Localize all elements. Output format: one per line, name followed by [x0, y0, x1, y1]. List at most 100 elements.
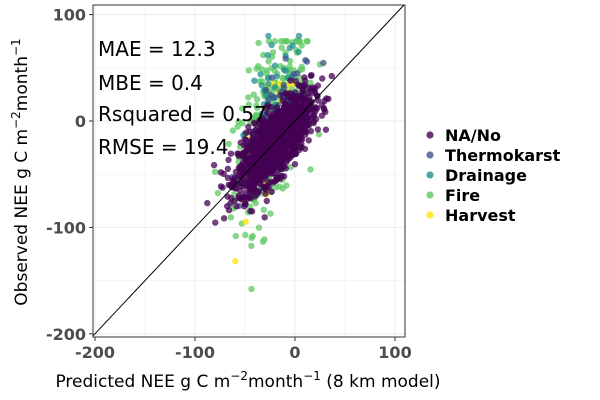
point-harvest: [232, 258, 239, 265]
point-na-no: [256, 136, 263, 143]
point-na-no: [284, 93, 291, 101]
point-drainage: [258, 82, 265, 89]
point-na-no: [305, 137, 312, 144]
point-fire: [253, 102, 260, 109]
point-na-no: [297, 110, 305, 117]
point-na-no: [237, 187, 244, 195]
legend-key-drainage: [426, 171, 434, 179]
point-na-no: [305, 97, 313, 105]
point-na-no: [245, 123, 252, 130]
point-fire: [239, 105, 246, 112]
point-na-no: [310, 119, 317, 127]
x-tick-label: 100: [378, 343, 411, 362]
legend-key-harvest: [426, 211, 434, 219]
point-na-no: [285, 153, 292, 160]
point-thermokarst: [280, 81, 287, 89]
point-na-no: [210, 161, 218, 169]
legend-label-fire: Fire: [445, 186, 480, 205]
point-thermokarst: [282, 55, 289, 62]
point-na-no: [295, 82, 303, 89]
point-na-no: [243, 144, 251, 151]
point-na-no: [246, 179, 254, 186]
point-na-no: [225, 156, 232, 164]
point-drainage: [289, 42, 296, 49]
legend-label-na-no: NA/No: [445, 126, 501, 145]
point-na-no: [307, 128, 315, 135]
x-axis-title: Predicted NEE g C m−2month−1 (8 km model…: [55, 369, 440, 392]
point-na-no: [261, 214, 268, 221]
point-drainage: [280, 66, 288, 74]
point-fire: [211, 168, 219, 175]
point-na-no: [295, 132, 302, 139]
point-drainage: [271, 84, 278, 91]
point-fire: [303, 38, 310, 45]
point-na-no: [220, 215, 228, 222]
point-fire: [248, 285, 255, 293]
point-na-no: [301, 128, 309, 135]
point-na-no: [292, 150, 299, 158]
point-fire: [277, 38, 285, 45]
point-na-no: [242, 171, 250, 178]
stat-rsquared: Rsquared = 0.57: [98, 102, 267, 126]
point-na-no: [268, 188, 275, 195]
point-drainage: [295, 48, 302, 55]
point-thermokarst: [320, 59, 327, 67]
point-fire: [298, 42, 305, 49]
point-na-no: [301, 145, 309, 153]
point-na-no: [262, 126, 269, 133]
point-na-no: [289, 91, 296, 99]
point-na-no: [291, 100, 298, 107]
axis-ticks: -200 -100 0 100 -200 -100 0 100: [46, 6, 412, 362]
point-na-no: [228, 195, 235, 202]
point-drainage: [264, 52, 271, 59]
point-fire: [227, 214, 235, 221]
point-na-no: [240, 154, 247, 161]
point-fire: [278, 44, 285, 51]
point-na-no: [285, 139, 292, 146]
point-na-no: [290, 119, 298, 127]
point-na-no: [299, 87, 307, 94]
point-na-no: [248, 188, 255, 195]
point-na-no: [250, 132, 257, 139]
point-na-no: [251, 150, 259, 157]
point-na-no: [233, 203, 240, 210]
point-na-no: [237, 139, 244, 146]
point-fire: [265, 58, 272, 65]
point-na-no: [307, 72, 315, 80]
point-na-no: [274, 129, 282, 136]
point-na-no: [321, 106, 328, 113]
point-fire: [229, 127, 237, 134]
point-na-no: [255, 143, 262, 151]
y-tick-label: 0: [75, 112, 86, 131]
point-fire: [253, 96, 261, 103]
point-na-no: [314, 93, 321, 100]
legend: NA/No Thermokarst Drainage Fire Harvest: [426, 126, 561, 225]
point-na-no: [263, 104, 270, 111]
point-na-no: [279, 97, 286, 104]
point-fire: [263, 70, 270, 77]
point-na-no: [268, 137, 276, 144]
point-na-no: [273, 104, 281, 111]
point-fire: [232, 232, 239, 240]
point-drainage: [251, 77, 258, 84]
y-axis-title: Observed NEE g C m−2month−1: [9, 38, 32, 305]
point-na-no: [235, 164, 242, 171]
point-na-no: [310, 106, 317, 113]
stat-mae: MAE = 12.3: [98, 37, 216, 61]
point-fire: [276, 183, 283, 190]
point-drainage: [271, 62, 279, 69]
point-na-no: [225, 206, 233, 214]
legend-key-na-no: [426, 131, 434, 139]
point-na-no: [303, 112, 310, 119]
point-na-no: [262, 161, 269, 169]
point-fire: [283, 38, 291, 45]
legend-key-thermokarst: [426, 151, 434, 159]
point-na-no: [285, 115, 292, 122]
point-na-no: [250, 119, 258, 127]
point-fire: [242, 231, 249, 239]
point-na-no: [292, 77, 299, 85]
point-na-no: [255, 119, 263, 127]
point-na-no: [251, 179, 259, 186]
point-na-no: [262, 186, 269, 193]
point-na-no: [291, 161, 299, 168]
